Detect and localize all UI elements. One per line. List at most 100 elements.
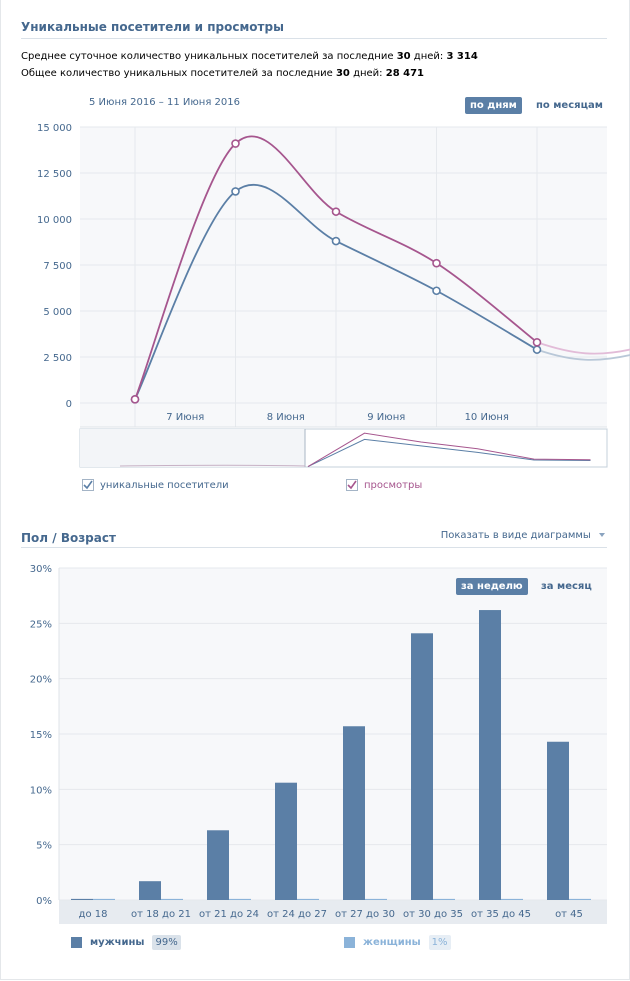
y-tick-label: 10%: [30, 785, 52, 796]
data-point: [130, 395, 140, 404]
legend-male-label: мужчины: [90, 937, 145, 948]
male-swatch: [71, 937, 82, 948]
y-tick-label: 12 500: [37, 169, 72, 180]
bar-female: [569, 898, 591, 900]
stat1-days: 30: [396, 51, 411, 62]
divider: [21, 547, 607, 548]
bar-male: [207, 830, 229, 900]
y-tick-label: 25%: [30, 619, 52, 630]
data-point: [231, 139, 240, 148]
total-visitors: Общее количество уникальных посетителей …: [21, 68, 424, 79]
x-tick-label: от 30 до 35: [403, 909, 463, 920]
x-tick-label: 8 Июня: [267, 412, 305, 423]
visitors-line-chart: 0 2 500 5 000 7 500 10 000 12 500 15 000 7 Июня…: [37, 123, 630, 468]
legend-views[interactable]: просмотры: [346, 479, 422, 491]
stat2-mid: дней:: [353, 68, 383, 79]
y-tick-label: 7 500: [43, 261, 72, 272]
x-tick-label: 9 Июня: [367, 412, 405, 423]
y-tick-label: 15 000: [37, 123, 72, 134]
show-as-label: Показать в виде диаграммы: [440, 530, 591, 541]
data-point: [532, 337, 542, 347]
male-percent: 99%: [152, 935, 181, 950]
stat1-value: 3 314: [446, 51, 478, 62]
stat1-mid: дней:: [413, 51, 444, 62]
data-point: [432, 258, 441, 268]
series-line-tail: [536, 341, 630, 355]
data-point: [532, 345, 542, 354]
bar-female: [229, 898, 251, 900]
navigator-shade: [80, 429, 305, 467]
y-tick-label: 30%: [30, 564, 52, 575]
per-week-button[interactable]: за неделю: [456, 578, 528, 595]
bar-female: [501, 898, 523, 900]
stat2-prefix: Общее количество уникальных посетителей …: [21, 68, 333, 79]
bar-female: [297, 898, 319, 900]
bar-male: [139, 881, 161, 900]
y-tick-label: 10 000: [37, 215, 72, 226]
y-tick-label: 2 500: [43, 353, 72, 364]
bar-male: [411, 633, 433, 900]
caret-down-icon: [599, 533, 605, 537]
visitors-section-title: Уникальные посетители и просмотры: [21, 20, 284, 34]
series-line-tail: [536, 348, 630, 361]
navigator-series: [307, 438, 591, 467]
x-tick-label: от 24 до 27: [267, 909, 327, 920]
y-tick-label: 20%: [30, 675, 52, 686]
y-tick-label: 5 000: [43, 307, 72, 318]
x-tick-label: от 35 до 45: [471, 909, 531, 920]
bar-male: [275, 782, 297, 900]
navigator-series: [307, 432, 591, 467]
y-tick-label: 0%: [36, 896, 52, 907]
bar-male: [71, 898, 93, 900]
y-tick-label: 0: [66, 399, 72, 410]
bar-male: [343, 726, 365, 900]
show-as-diagram-dropdown[interactable]: Показать в виде диаграммы: [441, 530, 605, 541]
bar-female: [433, 898, 455, 900]
x-tick-label: от 45: [555, 909, 583, 920]
avg-daily-visitors: Среднее суточное количество уникальных п…: [21, 51, 478, 62]
legend-views-label: просмотры: [364, 479, 423, 491]
x-tick-label: 7 Июня: [166, 412, 204, 423]
bar-male: [547, 741, 569, 900]
x-tick-label: до 18: [79, 909, 108, 920]
y-tick-label: 15%: [30, 730, 52, 741]
legend-female[interactable]: женщины 1%: [344, 935, 451, 950]
female-swatch: [344, 937, 355, 948]
check-icon: [83, 480, 93, 490]
bar-female: [93, 898, 115, 900]
data-point: [231, 187, 240, 196]
legend-unique[interactable]: уникальные посетители: [82, 479, 229, 491]
age-bar-chart: 0% 5% 10% 15% 20% 25% 30% до 18 от 18 до 21 от 21…: [30, 564, 607, 924]
views-checkbox[interactable]: [346, 479, 358, 491]
x-tick-label: от 21 до 24: [199, 909, 259, 920]
bar-female: [161, 898, 183, 900]
data-point: [432, 286, 441, 296]
bar-female: [365, 898, 387, 900]
legend-unique-label: уникальные посетители: [100, 479, 229, 491]
x-tick-label: от 27 до 30: [335, 909, 395, 920]
date-range-link[interactable]: 5 Июня 2016 – 11 Июня 2016: [89, 97, 240, 108]
stat1-prefix: Среднее суточное количество уникальных п…: [21, 51, 394, 62]
x-tick-label: 10 Июня: [465, 412, 509, 423]
per-month-button[interactable]: за месяц: [541, 581, 592, 592]
unique-checkbox[interactable]: [82, 479, 94, 491]
divider: [21, 38, 607, 39]
stat2-value: 28 471: [385, 68, 425, 79]
legend-female-label: женщины: [363, 937, 421, 948]
x-tick-label: от 18 до 21: [131, 909, 191, 920]
plot-area: [80, 127, 607, 427]
category-band: [59, 900, 607, 924]
y-tick-label: 5%: [36, 841, 52, 852]
series-line-views: [134, 135, 538, 400]
legend-male[interactable]: мужчины 99%: [71, 935, 181, 950]
stat2-days: 30: [335, 68, 350, 79]
by-days-button[interactable]: по дням: [465, 97, 522, 114]
data-point: [331, 236, 341, 246]
bar-male: [479, 610, 501, 900]
navigator-line: [119, 464, 306, 467]
data-point: [331, 207, 341, 216]
female-percent: 1%: [428, 935, 451, 950]
check-icon: [347, 480, 357, 490]
series-line-unique: [134, 183, 538, 400]
by-months-button[interactable]: по месяцам: [536, 100, 603, 111]
